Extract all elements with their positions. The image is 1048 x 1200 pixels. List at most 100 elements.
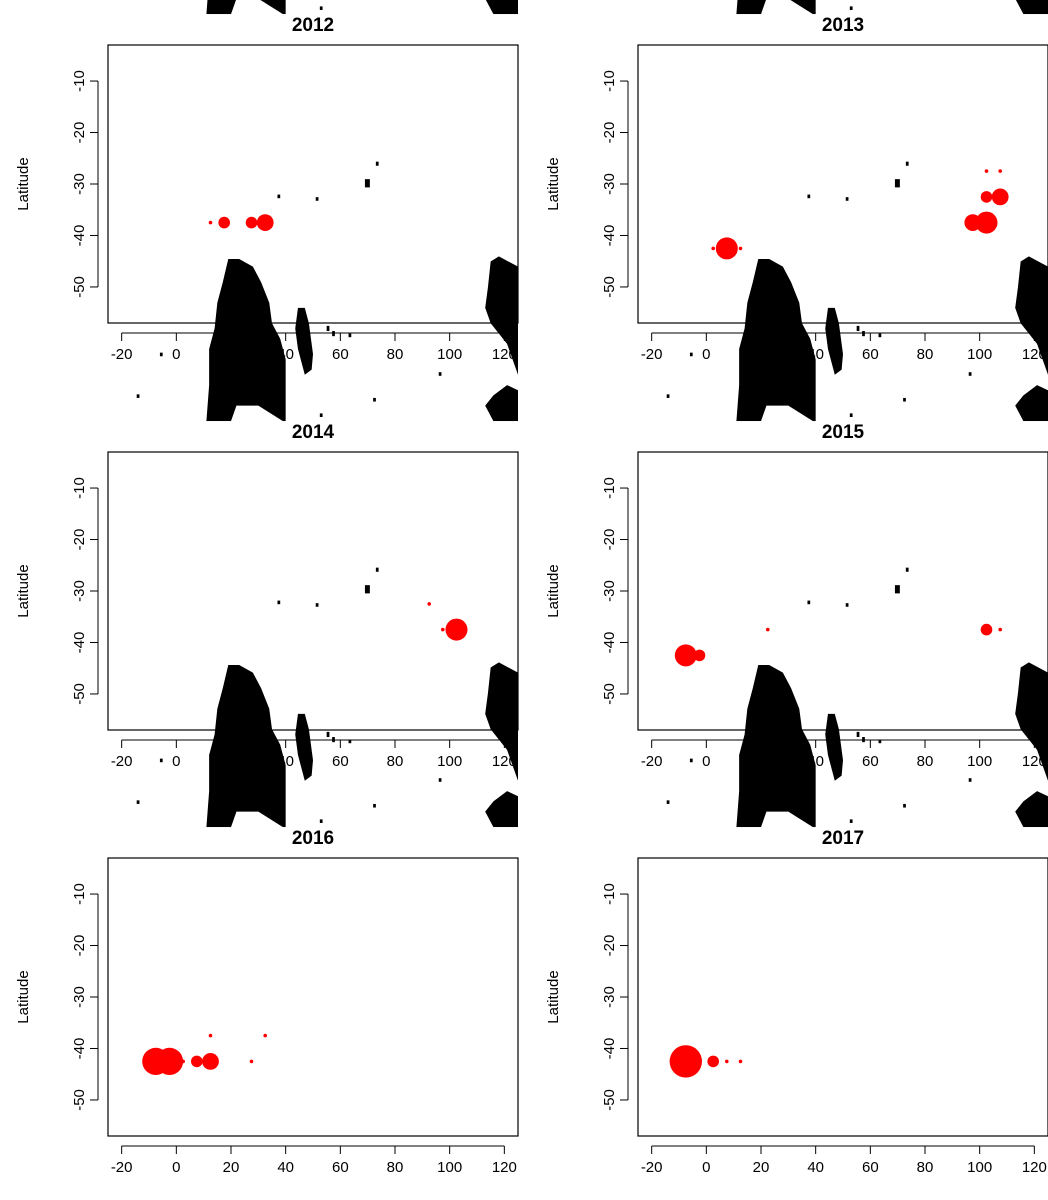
x-tick-label: 40	[277, 1159, 294, 1176]
land-mass	[666, 567, 1048, 828]
x-tick-label: 120	[492, 1159, 517, 1176]
x-tick-label: 0	[702, 346, 710, 363]
x-tick-label: 100	[437, 753, 462, 770]
y-tick-label: -10	[71, 883, 88, 905]
panel-2013: 2013-20020406080100120-10-20-30-40-50Lat…	[545, 0, 1048, 363]
x-tick-label: -20	[641, 753, 663, 770]
data-point	[980, 191, 993, 203]
y-tick-label: -50	[601, 276, 618, 298]
y-tick-label: -30	[601, 580, 618, 602]
panel-2012: 2012-20020406080100120-10-20-30-40-50Lat…	[15, 0, 519, 363]
data-point	[181, 1059, 185, 1064]
x-tick-label: -20	[641, 1159, 663, 1176]
y-tick-label: -20	[601, 529, 618, 551]
data-point	[427, 602, 432, 606]
x-tick-label: 20	[753, 1159, 770, 1176]
data-point	[441, 627, 445, 632]
y-axis-label: Latitude	[545, 157, 562, 210]
x-tick-label: -20	[641, 346, 663, 363]
x-tick-label: -20	[111, 1159, 133, 1176]
y-tick-label: -50	[601, 1089, 618, 1111]
y-tick-label: -20	[601, 122, 618, 144]
panel-2017: 2017 -20 0 20 40 60 80 100 120 -10 -20 -30 -40 -50 Lat…	[545, 567, 1048, 1176]
y-tick-label: -30	[71, 173, 88, 195]
plot-frame	[107, 44, 519, 324]
x-tick-label: 60	[862, 346, 879, 363]
panel-2016: 2016 -20 0 20 40 60 80 100 120 -10 -20 -30 -40 -50 Lat…	[15, 567, 519, 1176]
panel-2014: 2014-20020406080100120-10-20-30-40-50Lat…	[15, 161, 519, 770]
y-tick-label: -10	[601, 477, 618, 499]
data-point	[766, 627, 770, 632]
panel-title: 2015	[822, 422, 865, 443]
x-tick-label: 20	[223, 1159, 240, 1176]
x-tick-label: 80	[387, 753, 404, 770]
plot-frame	[637, 857, 1048, 1137]
y-tick-label: -40	[71, 225, 88, 247]
y-tick-label: -30	[71, 580, 88, 602]
plot-frame	[637, 451, 1048, 731]
data-point	[738, 1059, 743, 1064]
y-tick-label: -10	[601, 883, 618, 905]
data-point	[715, 237, 738, 260]
x-tick-label: 0	[172, 346, 180, 363]
y-tick-label: -20	[71, 122, 88, 144]
y-tick-label: -40	[71, 632, 88, 654]
data-point	[669, 1045, 702, 1078]
y-tick-label: -50	[71, 1089, 88, 1111]
y-tick-label: -20	[601, 935, 618, 957]
y-tick-label: -30	[71, 986, 88, 1008]
x-tick-label: 60	[862, 1159, 879, 1176]
data-point	[738, 246, 743, 251]
y-axis-label: Latitude	[15, 157, 32, 210]
x-tick-label: 0	[702, 1159, 710, 1176]
x-tick-label: 0	[172, 753, 180, 770]
land-mass	[666, 0, 1048, 15]
y-tick-label: -50	[601, 683, 618, 705]
x-tick-label: 120	[1022, 1159, 1047, 1176]
panel-title: 2013	[822, 15, 864, 36]
data-point	[256, 214, 274, 232]
data-point	[991, 188, 1009, 206]
x-tick-label: 80	[917, 346, 934, 363]
y-tick-label: -10	[601, 70, 618, 92]
land-mass	[136, 161, 518, 422]
y-axis-label: Latitude	[545, 564, 562, 617]
data-point	[208, 1033, 213, 1038]
x-tick-label: 80	[387, 346, 404, 363]
x-tick-label: 60	[332, 1159, 349, 1176]
y-axis-label: Latitude	[15, 564, 32, 617]
x-tick-label: 60	[332, 753, 349, 770]
y-tick-label: -10	[71, 70, 88, 92]
x-tick-label: 80	[917, 753, 934, 770]
y-tick-label: -40	[601, 632, 618, 654]
data-point	[975, 211, 998, 234]
data-point	[208, 220, 213, 225]
data-point	[155, 1047, 184, 1075]
data-point	[191, 1055, 203, 1068]
panel-title: 2012	[292, 15, 334, 36]
data-point	[218, 216, 230, 229]
data-point	[998, 627, 1002, 632]
y-tick-label: -30	[601, 986, 618, 1008]
data-point	[445, 618, 468, 641]
land-mass	[136, 567, 518, 828]
x-tick-label: -20	[111, 753, 133, 770]
data-point	[263, 1033, 268, 1038]
x-tick-label: 100	[437, 346, 462, 363]
x-tick-label: -20	[111, 346, 133, 363]
y-tick-label: -50	[71, 683, 88, 705]
panel-title: 2016	[292, 828, 334, 849]
x-tick-label: 100	[437, 1159, 462, 1176]
x-tick-label: 100	[967, 346, 992, 363]
data-point	[980, 623, 993, 636]
data-point	[674, 644, 697, 667]
y-tick-label: -50	[71, 276, 88, 298]
x-tick-label: 40	[807, 1159, 824, 1176]
x-tick-label: 0	[172, 1159, 180, 1176]
x-tick-label: 60	[862, 753, 879, 770]
data-point	[693, 649, 706, 662]
data-point	[998, 169, 1002, 173]
y-tick-label: -40	[71, 1038, 88, 1060]
x-tick-label: 0	[702, 753, 710, 770]
